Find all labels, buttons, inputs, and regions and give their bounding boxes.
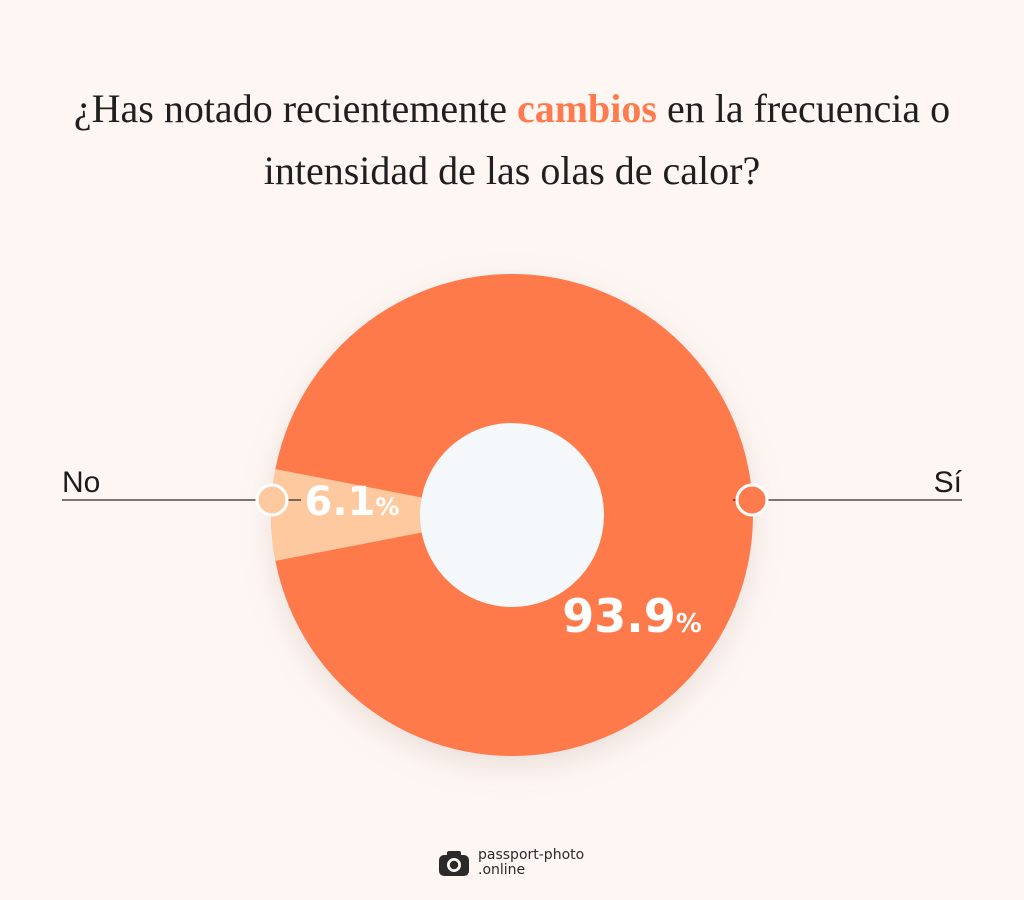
title-highlight: cambios	[516, 86, 657, 131]
title-text-start: ¿Has notado recientemente	[73, 86, 517, 131]
brand-domain: .online	[478, 862, 526, 878]
brand-logo: passport-photo .online	[438, 848, 584, 878]
camera-icon	[439, 851, 469, 876]
label-no: No	[62, 466, 100, 499]
title-text-end: en la frecuencia o intensidad de las ola…	[263, 86, 951, 193]
donut-center	[420, 423, 604, 607]
marker-no	[255, 483, 289, 517]
chart-title: ¿Has notado recientemente cambios en la …	[0, 78, 1024, 202]
slice-no	[270, 469, 512, 561]
marker-si	[735, 483, 769, 517]
value-label-no: 6.1%	[305, 479, 400, 525]
label-si: Sí	[934, 466, 963, 499]
value-label-si: 93.9%	[562, 589, 702, 643]
brand-name: passport-photo	[478, 847, 585, 863]
